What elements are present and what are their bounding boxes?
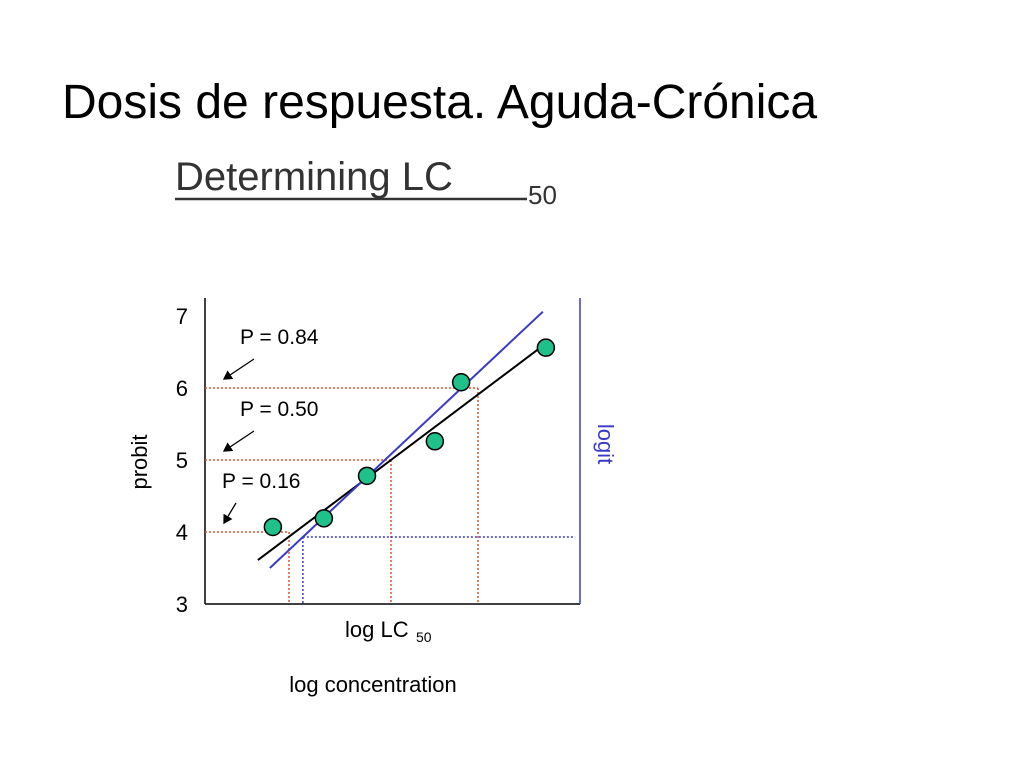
data-point [536, 338, 556, 357]
reference-label: P = 0.50 [240, 398, 318, 421]
data-point [451, 372, 471, 392]
data-point [263, 517, 283, 537]
chart: Determining LC 50 3 4 5 6 7 probit logit log conc… [127, 155, 618, 697]
y-tick-label: 4 [176, 520, 188, 545]
y-tick-label: 7 [176, 304, 188, 329]
fit-line [257, 340, 550, 561]
annotation-arrow [223, 502, 237, 525]
annotation-arrow [222, 358, 255, 380]
data-point [314, 509, 334, 528]
y-axis-label: probit [127, 434, 152, 489]
y2-axis-label: logit [593, 424, 618, 464]
y-tick-label: 6 [176, 376, 188, 401]
data-point [357, 466, 377, 486]
slide-title: Dosis de respuesta. Aguda-Crónica [62, 76, 817, 129]
x-marker-label: log LC [345, 617, 409, 642]
reference-label: P = 0.84 [240, 326, 319, 349]
y-tick-label: 3 [176, 592, 188, 617]
chart-title: Determining LC [175, 155, 453, 199]
reference-label: P = 0.16 [222, 470, 300, 493]
fit-line [269, 310, 544, 569]
y-tick-label: 5 [176, 448, 188, 473]
data-point [425, 432, 445, 451]
x-marker-subscript: 50 [416, 629, 432, 645]
annotation-arrow [222, 430, 255, 452]
x-axis-label: log concentration [289, 672, 457, 697]
chart-title-subscript: 50 [528, 180, 557, 210]
